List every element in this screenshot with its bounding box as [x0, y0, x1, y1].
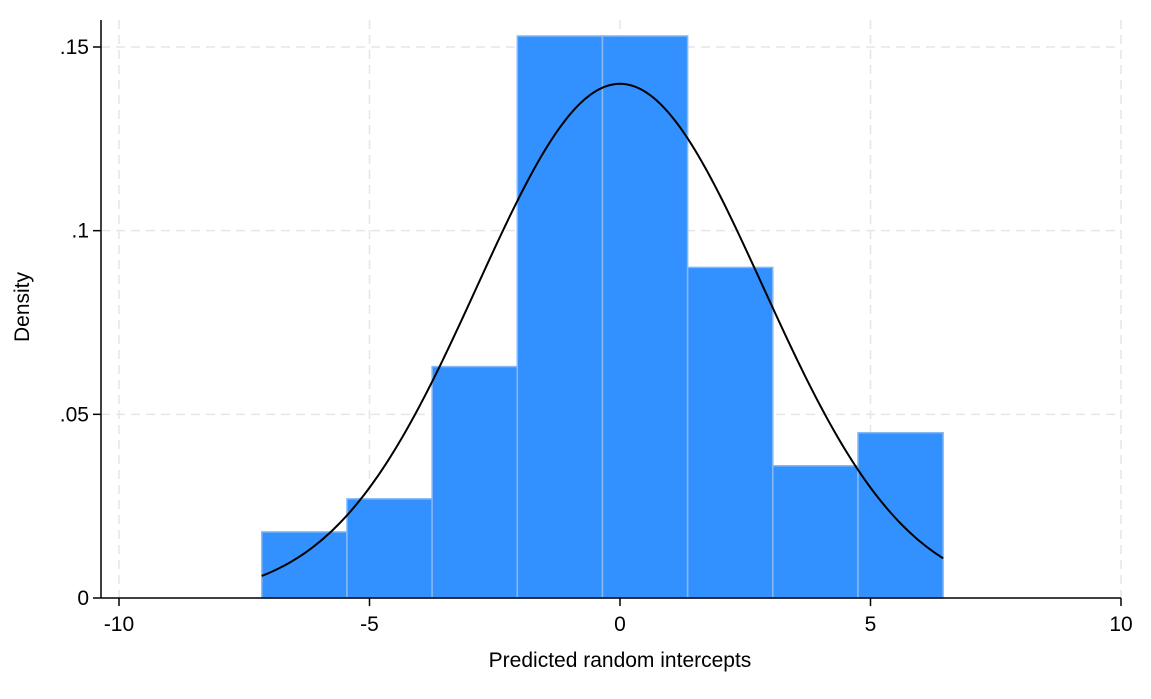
histogram-bar-6 — [686, 266, 774, 599]
y-tick-label: 0 — [77, 587, 89, 610]
axis-ticks: -10 -5 0 5 10 0 .05 .1 .15 — [60, 36, 1133, 636]
x-axis-title: Predicted random intercepts — [489, 649, 752, 672]
histogram-bar-4 — [516, 35, 604, 599]
normal-density-curve — [261, 82, 944, 577]
x-tick-label: -10 — [104, 613, 134, 636]
x-tick-label: 10 — [1109, 613, 1132, 636]
x-tick-label: 5 — [865, 613, 877, 636]
histogram-bar-7 — [772, 465, 859, 599]
histogram-bar-5 — [601, 35, 689, 599]
y-tick-label: .1 — [71, 220, 89, 243]
y-tick-label: .15 — [60, 36, 89, 59]
histogram-bar-8 — [857, 431, 944, 599]
histogram-bar-3 — [431, 365, 519, 599]
x-tick-label: 0 — [614, 613, 626, 636]
histogram-bar-2 — [346, 498, 433, 599]
y-tick-label: .05 — [60, 403, 89, 426]
histogram-bar-1 — [261, 531, 348, 599]
x-tick-label: -5 — [360, 613, 379, 636]
y-axis-title: Density — [11, 271, 34, 342]
axes — [100, 20, 1121, 599]
